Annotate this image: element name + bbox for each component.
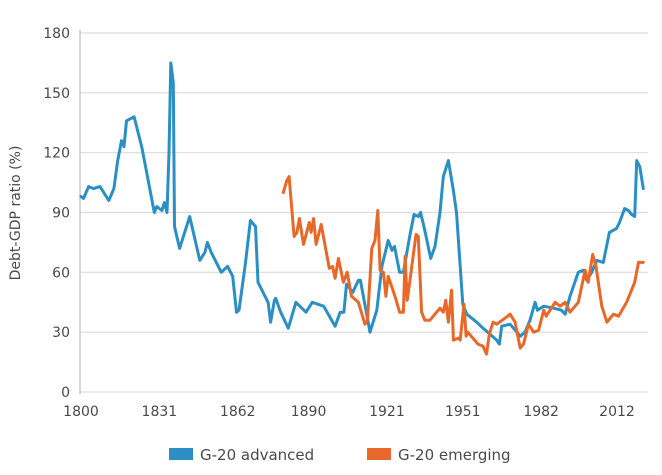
series-line-emerging — [281, 175, 645, 356]
legend: G-20 advanced G-20 emerging — [169, 446, 511, 464]
x-tick-label-1951: 1951 — [445, 404, 481, 420]
y-tick-label-60: 60 — [52, 265, 70, 281]
y-tick-labels: 0 30 60 90 120 150 180 — [43, 26, 70, 401]
legend-swatch-emerging — [367, 448, 391, 460]
x-tick-label-1982: 1982 — [523, 404, 559, 420]
x-tick-label-1890: 1890 — [291, 404, 327, 420]
legend-label-advanced: G-20 advanced — [200, 446, 314, 464]
gridlines — [80, 32, 648, 393]
y-tick-label-150: 150 — [43, 86, 70, 102]
series-lines — [79, 61, 645, 356]
x-tick-label-2012: 2012 — [599, 404, 635, 420]
series-line-advanced — [79, 61, 645, 346]
y-tick-label-180: 180 — [43, 26, 70, 42]
x-tick-label-1800: 1800 — [63, 404, 99, 420]
y-tick-label-120: 120 — [43, 146, 70, 162]
y-axis-label: Debt-GDP ratio (%) — [8, 146, 24, 281]
y-tick-label-0: 0 — [61, 385, 70, 401]
x-tick-label-1921: 1921 — [369, 404, 405, 420]
legend-label-emerging: G-20 emerging — [398, 446, 511, 464]
x-tick-labels: 1800 1831 1862 1890 1921 1951 1982 2012 — [63, 404, 635, 420]
x-tick-label-1862: 1862 — [220, 404, 256, 420]
y-tick-label-30: 30 — [52, 325, 70, 341]
y-tick-label-90: 90 — [52, 206, 70, 222]
legend-swatch-advanced — [169, 448, 193, 460]
x-tick-label-1831: 1831 — [142, 404, 178, 420]
